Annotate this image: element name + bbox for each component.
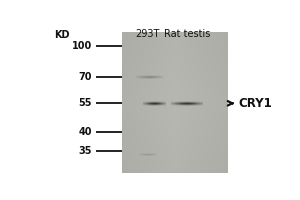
Text: 70: 70 (79, 72, 92, 82)
Text: CRY1: CRY1 (238, 97, 272, 110)
Text: 55: 55 (79, 98, 92, 108)
Text: 293T: 293T (136, 29, 160, 39)
Text: Rat testis: Rat testis (164, 29, 211, 39)
Text: 40: 40 (79, 127, 92, 137)
Text: 100: 100 (72, 41, 92, 51)
Text: KD: KD (54, 30, 70, 40)
Text: 35: 35 (79, 146, 92, 156)
